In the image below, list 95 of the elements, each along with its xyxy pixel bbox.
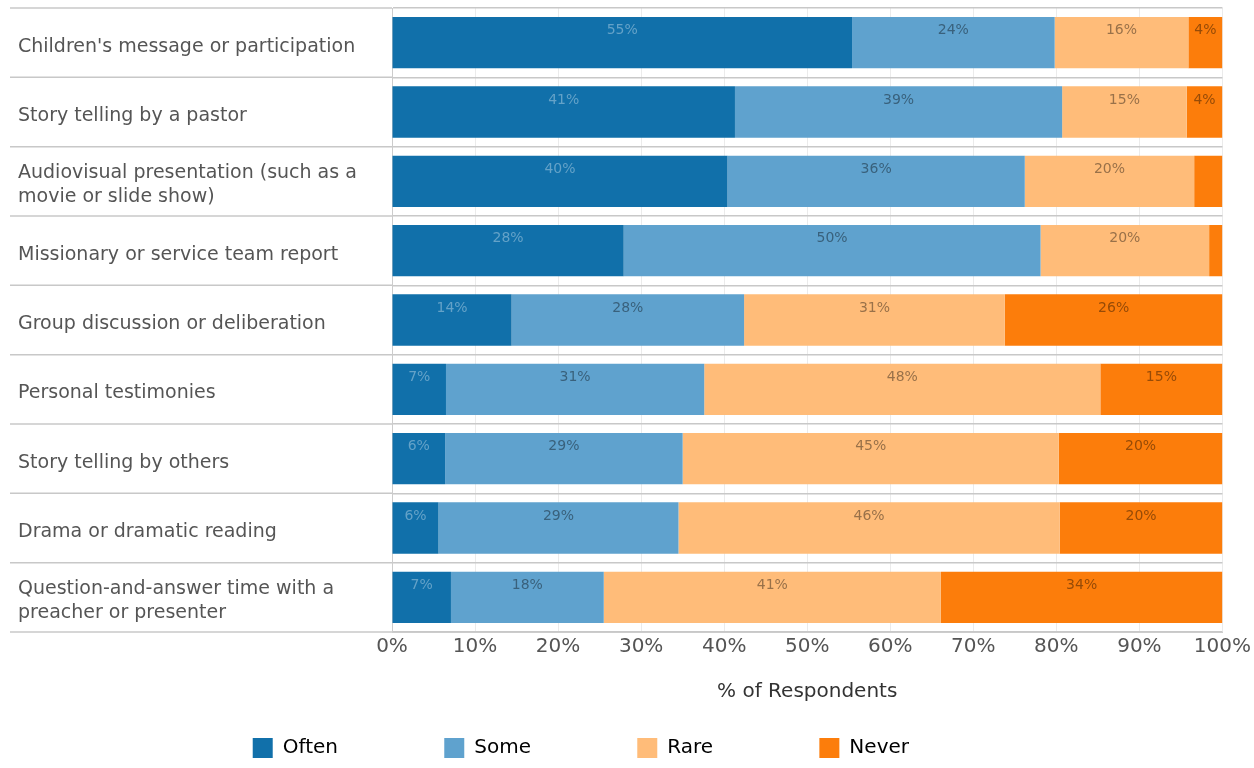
data-label: 15% <box>1145 367 1177 384</box>
data-label: 29% <box>542 506 575 523</box>
data-label: 15% <box>1108 90 1140 107</box>
data-label: 34% <box>1066 575 1098 592</box>
data-label: 6% <box>407 437 430 454</box>
y-tick-label: Story telling by a pastor <box>18 102 248 125</box>
bar <box>450 571 604 623</box>
bar <box>392 225 624 277</box>
data-label: 7% <box>410 575 433 592</box>
bar <box>392 502 439 554</box>
x-tick-label: 0% <box>376 633 408 658</box>
data-label: 7% <box>408 367 431 384</box>
bar <box>392 86 735 138</box>
bar <box>682 433 1059 485</box>
data-label: 20% <box>1093 159 1126 176</box>
x-tick-label: 70% <box>951 633 996 658</box>
bar <box>678 502 1060 554</box>
bar <box>1054 17 1189 69</box>
bar <box>940 571 1223 623</box>
bar <box>1040 225 1210 277</box>
data-label: 4% <box>1194 21 1217 38</box>
y-tick-label: Missionary or service team report <box>18 241 339 264</box>
x-tick-label: 40% <box>701 633 747 658</box>
data-label: 40% <box>544 159 576 176</box>
bar <box>852 17 1055 69</box>
legend-label: Some <box>474 734 608 759</box>
data-label: 6% <box>404 506 427 523</box>
bar <box>1024 155 1195 207</box>
bar <box>704 363 1101 415</box>
x-tick-label: 90% <box>1117 633 1162 658</box>
data-label: 26% <box>1098 298 1130 315</box>
legend-label: Never <box>849 734 986 759</box>
bar <box>392 155 728 207</box>
bar <box>727 155 1025 207</box>
bar <box>1062 86 1187 138</box>
x-tick-label: 100% <box>1193 633 1251 658</box>
bar <box>1059 502 1223 554</box>
y-tick-label: Group discussion or deliberation <box>18 310 326 333</box>
data-label: 31% <box>559 367 591 384</box>
data-label: 39% <box>882 90 915 107</box>
legend-label: Often <box>282 734 415 759</box>
bar <box>744 294 1005 346</box>
bar <box>392 433 446 485</box>
legend-label: Rare <box>667 734 790 759</box>
bar <box>445 363 705 415</box>
x-tick-label: 60% <box>868 633 913 658</box>
data-label: 14% <box>436 298 468 315</box>
y-tick-label: Personal testimonies <box>18 380 216 403</box>
bar <box>445 433 683 485</box>
y-tick-label: Audiovisual presentation (such as a movie or slide show) <box>18 160 357 207</box>
bar <box>603 571 941 623</box>
x-tick-label: 50% <box>784 633 830 658</box>
x-tick-label: 30% <box>618 633 664 658</box>
data-label: 18% <box>511 575 543 592</box>
bar <box>1058 433 1223 485</box>
bar <box>1188 17 1223 69</box>
data-label: 29% <box>548 437 580 454</box>
data-label: 20% <box>1109 229 1141 246</box>
bar <box>734 86 1063 138</box>
data-label: 28% <box>492 229 524 246</box>
bar <box>392 17 853 69</box>
data-label: 45% <box>855 437 887 454</box>
bar <box>623 225 1041 277</box>
data-label: 28% <box>612 298 644 315</box>
data-label: 24% <box>937 21 969 38</box>
y-tick-label: Drama or dramatic reading <box>18 518 277 541</box>
data-label: 41% <box>548 90 580 107</box>
x-axis-title: % of Respondents <box>717 678 898 703</box>
bar <box>392 363 446 415</box>
bar <box>1209 225 1223 277</box>
data-label: 48% <box>886 367 918 384</box>
bar <box>1004 294 1223 346</box>
data-label: 50% <box>816 229 848 246</box>
data-label: 20% <box>1125 506 1157 523</box>
x-tick-label: 80% <box>1034 633 1079 658</box>
y-tick-label: Question-and-answer time with a preacher or presenter <box>18 576 335 623</box>
bar <box>392 294 512 346</box>
data-label: 46% <box>853 506 885 523</box>
data-label: 20% <box>1125 437 1157 454</box>
bar <box>438 502 679 554</box>
data-label: 4% <box>1193 90 1216 107</box>
x-tick-label: 20% <box>535 633 581 658</box>
bar <box>1186 86 1223 138</box>
data-label: 16% <box>1105 21 1138 38</box>
y-tick-label: Children's message or participation <box>18 33 356 56</box>
bar <box>1194 155 1223 207</box>
bar <box>511 294 745 346</box>
x-tick-label: 10% <box>452 633 498 658</box>
bar <box>1100 363 1223 415</box>
data-label: 31% <box>858 298 891 315</box>
data-label: 41% <box>756 575 788 592</box>
bar <box>392 571 451 623</box>
data-label: 36% <box>860 159 892 176</box>
data-label: 55% <box>606 21 638 38</box>
y-tick-label: Story telling by others <box>18 449 230 472</box>
